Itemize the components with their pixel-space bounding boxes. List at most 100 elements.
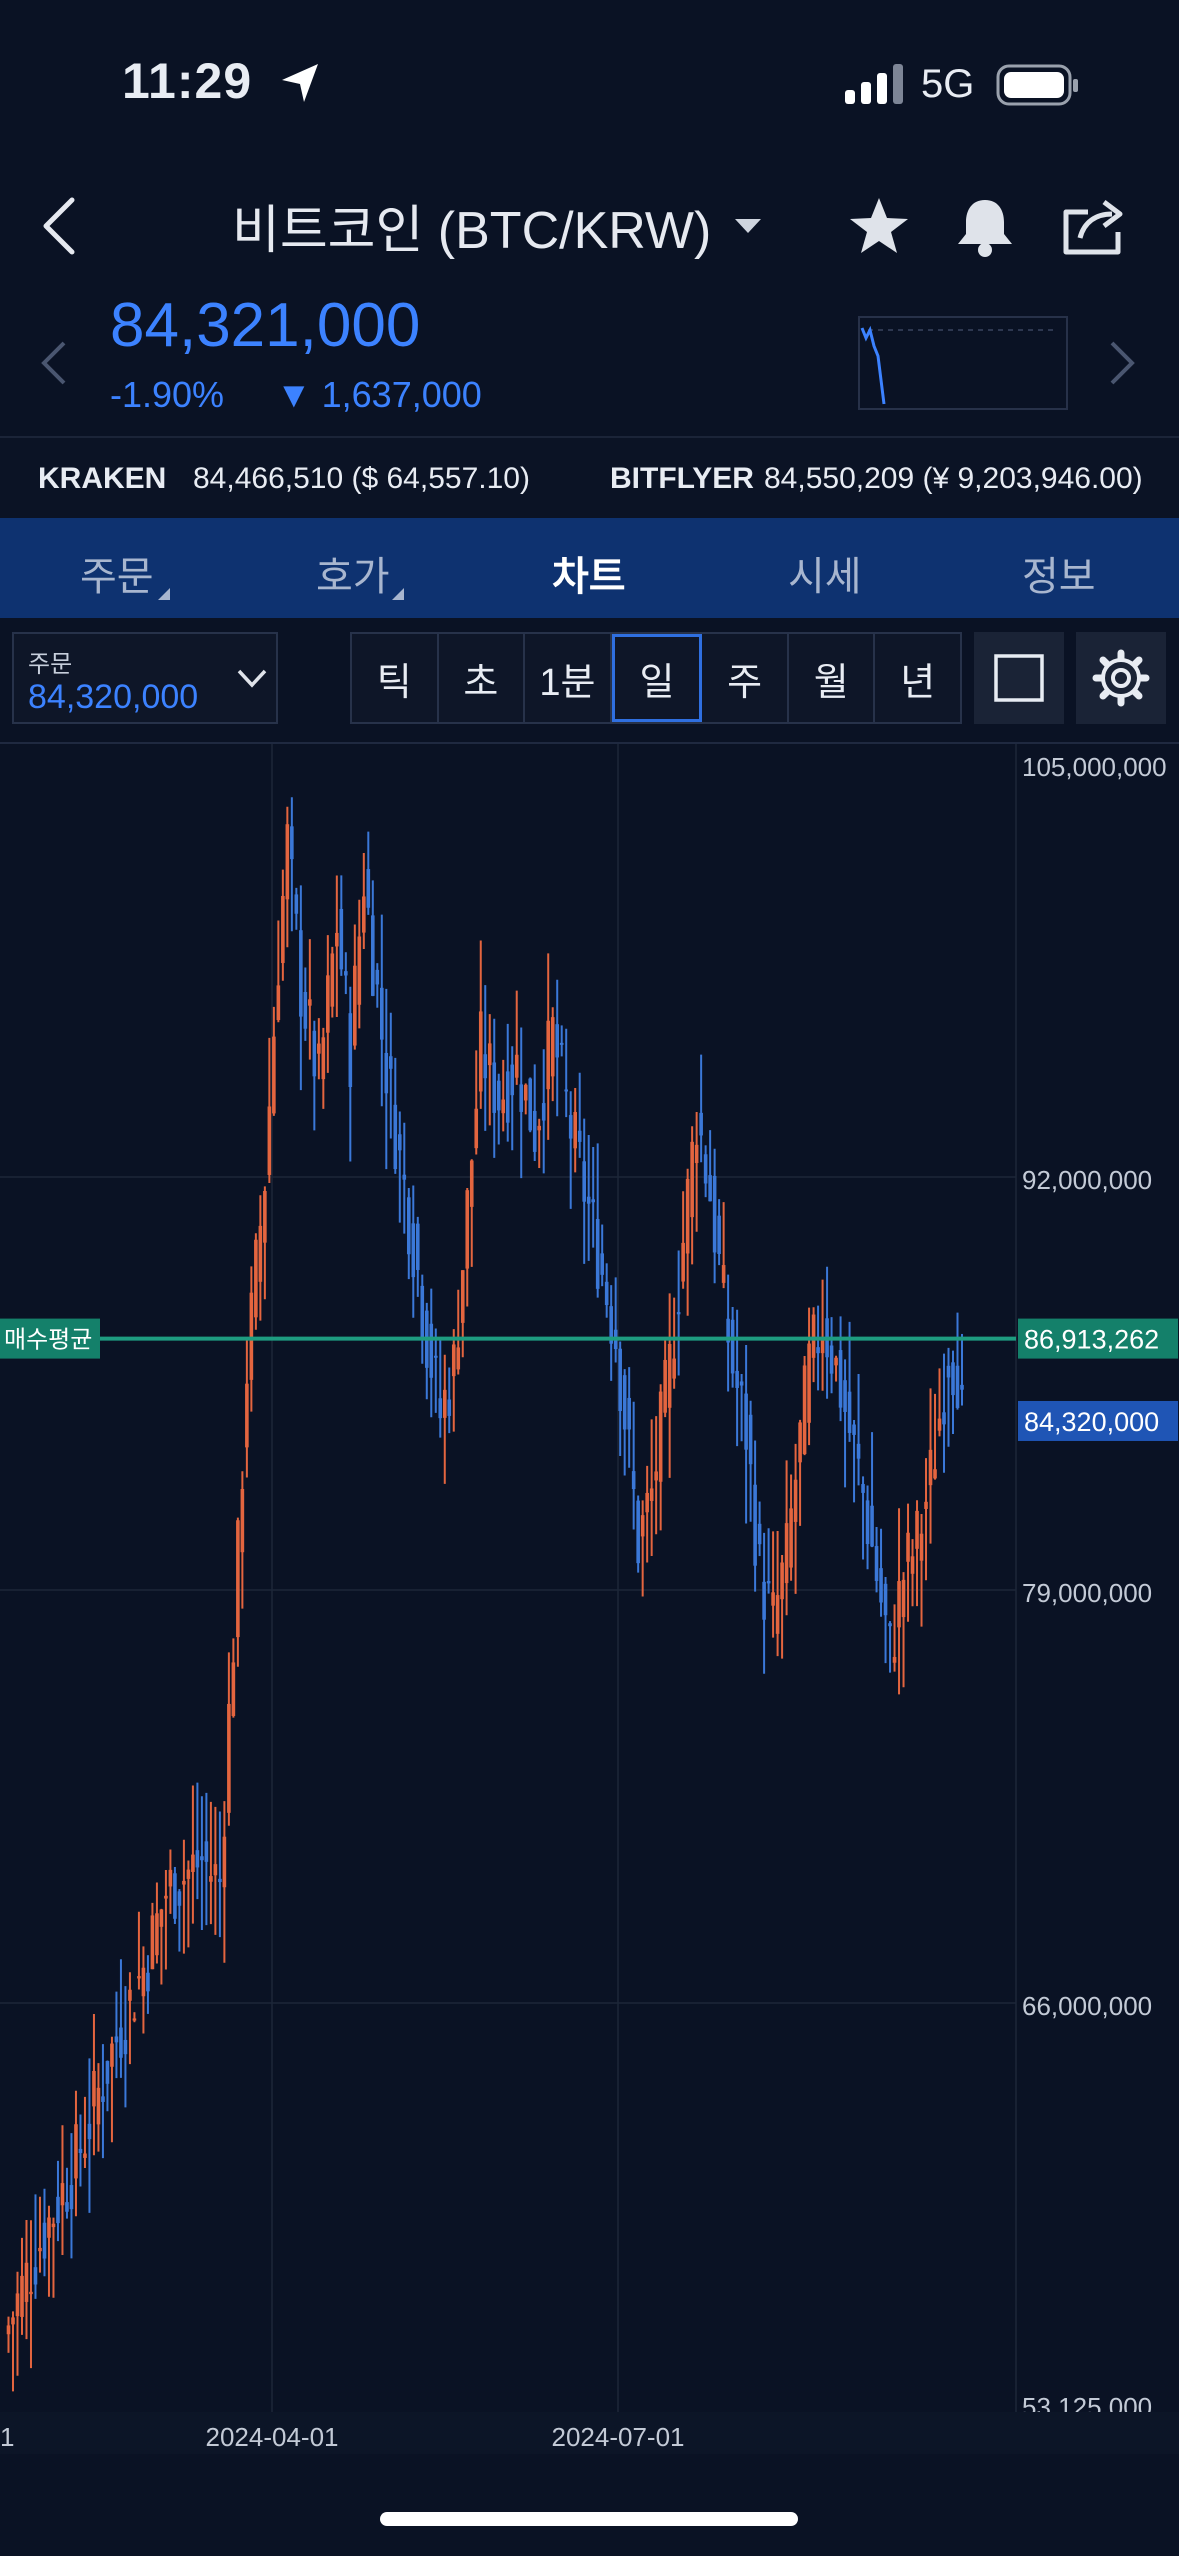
period-year[interactable]: 년 <box>900 661 936 704</box>
candle-body <box>429 1323 434 1378</box>
price-chart[interactable]: 105,000,000 92,000,000 79,000,000 66,000,00… <box>0 744 1179 2454</box>
next-coin-icon[interactable] <box>1108 340 1136 386</box>
candle-body <box>708 1175 712 1202</box>
period-second[interactable]: 초 <box>439 634 526 722</box>
candle-body <box>353 965 357 1046</box>
candle-body <box>838 1350 843 1408</box>
candle-body <box>447 1399 452 1416</box>
tab-market-price[interactable]: 시세 <box>788 555 862 599</box>
coin-selector[interactable]: 비트코인 (BTC/KRW) <box>232 188 763 263</box>
candle-body <box>784 1523 789 1584</box>
tab-order[interactable]: 주문 <box>80 555 154 599</box>
candle-body <box>42 2222 47 2259</box>
candle-body <box>294 894 299 914</box>
share-icon[interactable] <box>1060 194 1126 258</box>
candle-body <box>622 1375 627 1430</box>
period-month[interactable]: 월 <box>789 634 876 722</box>
period-week[interactable]: 주 <box>702 634 789 722</box>
prev-coin-icon[interactable] <box>40 340 68 386</box>
candle-body <box>834 1357 838 1366</box>
candle-body <box>730 1319 735 1374</box>
tab-info[interactable]: 정보 <box>1022 555 1096 599</box>
candle-body <box>753 1484 757 1566</box>
candle-body <box>362 896 366 933</box>
tab-chart[interactable]: 차트 <box>552 555 626 599</box>
candle-body <box>546 1020 551 1090</box>
candle-body <box>438 1398 443 1419</box>
candle-body <box>856 1443 861 1459</box>
order-price-selector[interactable]: 주문 84,320,000 <box>12 632 278 724</box>
candle-body <box>231 1662 236 1717</box>
candle-body <box>919 1533 924 1561</box>
candle-body <box>132 2018 137 2021</box>
period-day[interactable]: 일 <box>611 634 703 722</box>
back-icon[interactable] <box>38 196 82 256</box>
candle-body <box>762 1581 766 1620</box>
period-1min[interactable]: 1분 <box>525 634 612 722</box>
candle-body <box>164 1895 168 1899</box>
candle-body <box>811 1314 816 1358</box>
tab-orderbook[interactable]: 호가 <box>316 555 390 599</box>
x-axis-band <box>0 2412 1179 2454</box>
candle-body <box>218 1878 222 1883</box>
bell-icon[interactable] <box>952 194 1018 260</box>
candle-body <box>802 1365 807 1455</box>
tab-menu-indicator <box>158 588 170 600</box>
candle-body <box>299 930 303 1017</box>
candle-body <box>51 2223 56 2228</box>
avg-buy-tag <box>0 1318 100 1359</box>
candle-body <box>105 2061 110 2084</box>
avg-buy-value-tag <box>1018 1318 1178 1359</box>
candle-body <box>456 1347 461 1370</box>
star-icon[interactable] <box>846 194 912 258</box>
candle-body <box>29 2291 33 2295</box>
candle-body <box>11 2317 15 2325</box>
candle-body <box>667 1343 672 1408</box>
candle-body <box>600 1253 604 1275</box>
chart-type-button[interactable] <box>974 632 1064 724</box>
candle-body <box>411 1223 416 1278</box>
exchange-name: BITFLYER <box>610 462 754 495</box>
candle-body <box>60 2183 65 2206</box>
exchange-price: 84,466,510 ($ 64,557.10) <box>193 462 530 495</box>
mini-chart[interactable] <box>858 316 1068 410</box>
battery-icon <box>996 64 1078 106</box>
candle-body <box>793 1479 798 1522</box>
candle-body <box>213 1864 218 1876</box>
candle-body <box>254 1239 258 1318</box>
period-tick[interactable]: 틱 <box>352 634 439 722</box>
chart-divider <box>0 742 1179 744</box>
candle-body <box>559 1042 564 1045</box>
chart-settings-button[interactable] <box>1076 632 1166 724</box>
candle-body <box>393 1104 398 1170</box>
order-label: 주문 <box>28 651 73 678</box>
candle-body <box>933 1469 937 1479</box>
candle-body <box>501 1099 506 1114</box>
candle-body <box>317 1043 321 1054</box>
square-icon <box>994 654 1044 702</box>
signal-icon <box>845 64 903 104</box>
candle-body <box>843 1380 847 1412</box>
candle-body <box>591 1199 595 1203</box>
candle-body <box>829 1345 834 1374</box>
candle-body <box>721 1265 726 1283</box>
avg-buy-value: 86,913,262 <box>1024 1325 1159 1355</box>
candle-body <box>951 1362 955 1396</box>
candle-body <box>663 1359 667 1413</box>
candle-body <box>209 1876 213 1882</box>
candle-body <box>375 969 380 985</box>
candle-body <box>555 1024 560 1058</box>
candle-body <box>861 1484 865 1493</box>
candle-body <box>573 1112 578 1149</box>
chevron-down-icon <box>237 669 267 688</box>
candle-body <box>532 1110 537 1152</box>
candle-body <box>910 1556 915 1574</box>
candle-body <box>636 1500 640 1564</box>
candle-body <box>335 932 339 947</box>
candle-body <box>285 824 290 900</box>
candle-body <box>780 1562 784 1600</box>
candle-body <box>901 1579 906 1618</box>
candle-body <box>380 987 384 1040</box>
candle-body <box>33 2267 38 2285</box>
candle-body <box>159 1909 164 1927</box>
